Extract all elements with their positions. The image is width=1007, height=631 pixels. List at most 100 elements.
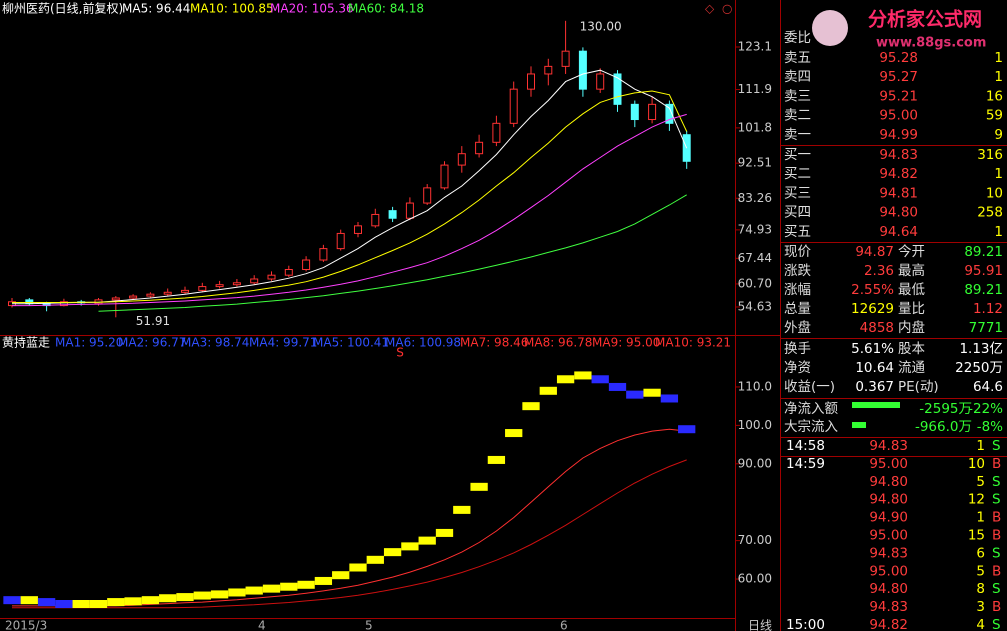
indicator-title: 黄持蓝走 — [2, 335, 50, 350]
quote-text: 94.99 — [879, 127, 918, 143]
quote-text: PE(动) — [898, 379, 939, 395]
high-label: 130.00 — [580, 19, 622, 33]
step — [366, 555, 384, 564]
quote-text: -966.0万 — [915, 419, 972, 435]
quote-text: 卖五 — [784, 50, 811, 66]
candle-body — [232, 282, 241, 286]
quote-text: 股本 — [898, 341, 926, 357]
candle-body — [302, 259, 311, 271]
candle-body — [475, 141, 484, 155]
step — [37, 598, 56, 607]
corner-icon[interactable]: ◇ — [705, 2, 715, 16]
quote-text: 95.27 — [879, 69, 918, 85]
candle-body — [59, 301, 68, 307]
quote-text: 94.83 — [879, 147, 918, 163]
quote-text: 94.83 — [869, 545, 908, 561]
quote-text: 9 — [994, 127, 1003, 143]
quote-text: S — [992, 545, 1001, 561]
candle-body — [198, 286, 207, 291]
quote-text: 94.83 — [869, 599, 908, 615]
quote-text: 15:00 — [786, 617, 825, 631]
quote-text: 买四 — [784, 205, 811, 221]
y-tick-label: 111.9 — [738, 82, 772, 96]
quote-text: 2.36 — [864, 263, 894, 279]
quote-text: 94.83 — [869, 438, 908, 454]
step — [591, 375, 609, 384]
quote-text: 4 — [976, 617, 985, 631]
quote-text: 95.91 — [964, 263, 1003, 279]
quote-text: 量比 — [898, 301, 925, 317]
quote-text: 流通 — [898, 360, 926, 376]
candle-body — [215, 284, 224, 288]
quote-text: 95.28 — [879, 50, 918, 66]
quote-text: 2250万 — [955, 360, 1003, 376]
candle-body — [440, 164, 449, 189]
quote-text: 涨跌 — [784, 263, 812, 279]
quote-text: 94.90 — [869, 510, 908, 526]
y-tick-label: 60.70 — [738, 276, 772, 290]
quote-text: 1 — [994, 224, 1003, 240]
step — [574, 371, 592, 380]
y-tick-label: 74.93 — [738, 222, 772, 236]
band-line — [12, 459, 687, 609]
step — [159, 594, 177, 603]
candle-body — [371, 213, 380, 227]
time-label: 4 — [258, 619, 266, 631]
candle-body — [509, 88, 518, 124]
step — [608, 382, 627, 391]
quote-text: S — [992, 581, 1001, 597]
quote-text: 94.82 — [869, 617, 908, 631]
indicator-ma-label: MA6: 100.98 — [385, 336, 461, 350]
step — [141, 596, 160, 605]
indicator-ma-label: MA5: 100.41 — [313, 336, 389, 350]
candle-body — [284, 269, 293, 276]
logo: 分析家公式网 www.88gs.com — [812, 8, 986, 51]
candle-body — [578, 50, 587, 90]
quote-text: 94.80 — [869, 492, 908, 508]
candle-body — [613, 73, 622, 105]
quote-text: B — [992, 456, 1001, 472]
quote-text: 净流入额 — [784, 401, 838, 417]
quote-text: B — [992, 510, 1001, 526]
candle-body — [267, 274, 276, 280]
quote-text: 12629 — [851, 301, 894, 317]
ma-label: MA10: 100.85 — [190, 2, 274, 16]
step — [487, 455, 506, 464]
candle-body — [111, 297, 120, 301]
step — [124, 597, 142, 606]
candle-body — [129, 295, 138, 299]
quote-text: 1 — [994, 50, 1003, 66]
corner-icon[interactable]: ○ — [722, 2, 732, 16]
step — [556, 375, 575, 384]
quote-text: 94.80 — [879, 205, 918, 221]
quote-text: 95.21 — [879, 88, 918, 104]
quote-text: 内盘 — [898, 319, 925, 336]
candle-body — [544, 65, 553, 75]
candle-body — [561, 50, 570, 67]
ma20-line — [12, 113, 687, 307]
quote-text: 1.12 — [973, 301, 1003, 317]
step — [314, 576, 333, 585]
quote-text: 外盘 — [784, 319, 811, 336]
candle-body — [250, 278, 259, 284]
logo-name: 分析家公式网 — [868, 8, 982, 31]
low-label: 51.91 — [136, 314, 170, 328]
quote-text: S — [992, 474, 1001, 490]
y-tick-label: 110.0 — [738, 379, 772, 393]
y-tick-label: 101.8 — [738, 120, 772, 134]
y-tick-label: 83.26 — [738, 191, 772, 205]
step — [193, 591, 211, 600]
quote-text: 1 — [976, 510, 985, 526]
candle-body — [492, 122, 501, 143]
time-label: 6 — [560, 619, 568, 631]
quote-text: 94.87 — [855, 244, 894, 260]
logo-icon — [812, 10, 848, 46]
quote-text: B — [992, 599, 1001, 615]
step — [349, 563, 367, 572]
quote-text: S — [992, 492, 1001, 508]
quote-text: 94.64 — [879, 224, 918, 240]
quote-text: 换手 — [784, 341, 811, 357]
indicator-ma-label: MA7: 98.46 — [460, 336, 528, 350]
step — [176, 593, 194, 602]
